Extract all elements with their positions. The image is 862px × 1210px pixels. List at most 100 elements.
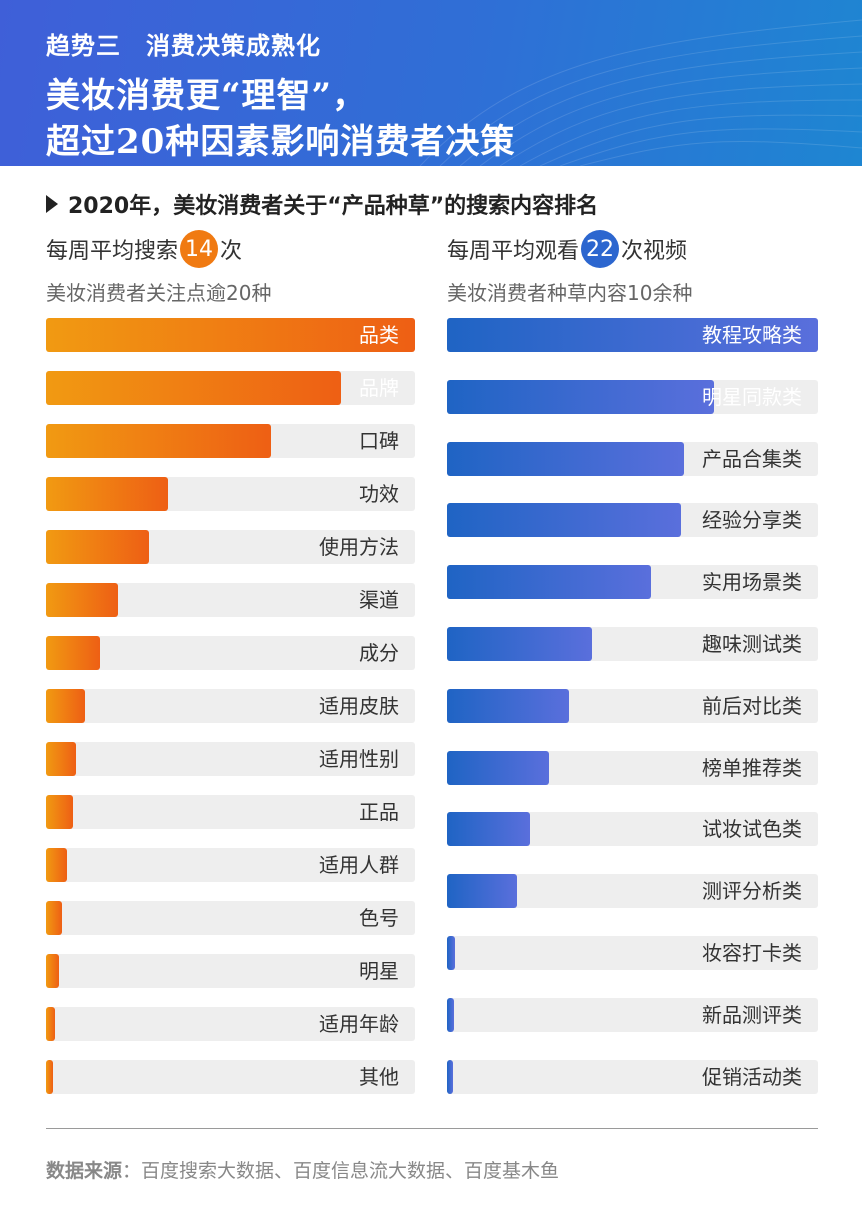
video-type-bar-row: 明星同款类 (447, 379, 818, 414)
video-type-bar-label: 明星同款类 (702, 384, 802, 409)
video-type-bar-track (447, 936, 818, 970)
right-column-heading: 每周平均观看 22 次视频 (447, 230, 687, 268)
triangle-marker-icon (46, 195, 58, 213)
search-factor-bar-label: 适用人群 (319, 853, 399, 877)
search-factor-bar (46, 901, 62, 935)
video-type-bar-row: 促销活动类 (447, 1059, 818, 1094)
video-type-bar-row: 榜单推荐类 (447, 750, 818, 785)
search-factor-bar (46, 1007, 56, 1041)
section-title: 2020年，美妆消费者关于“产品种草”的搜索内容排名 (46, 188, 598, 220)
video-type-bar (447, 874, 517, 909)
search-factor-bar (46, 795, 73, 829)
video-type-bar-track (447, 997, 818, 1032)
search-factor-bar-row: 适用性别 (46, 742, 415, 776)
search-factor-bar-track (46, 954, 415, 988)
video-type-bar (447, 936, 456, 970)
video-type-bar-label: 榜单推荐类 (702, 755, 802, 780)
wave-pattern-decoration (419, 19, 862, 166)
search-factor-bar-label: 明星 (359, 959, 399, 983)
video-type-bar-row: 趣味测试类 (447, 627, 818, 661)
video-type-bar-label: 教程攻略类 (702, 323, 802, 347)
footer-divider (46, 1128, 818, 1129)
search-factor-bar-track (46, 1060, 415, 1094)
search-factor-bar-label: 色号 (359, 906, 399, 930)
left-heading-badge: 14 (180, 230, 219, 268)
video-type-bar-track (447, 1059, 818, 1094)
video-type-bar-label: 新品测评类 (702, 1002, 802, 1027)
search-factor-bar (46, 371, 342, 405)
trend-label: 趋势三 消费决策成熟化 (46, 31, 321, 60)
search-factor-bar-row: 品牌 (46, 371, 415, 405)
search-factor-bar-label: 使用方法 (319, 535, 399, 559)
search-factor-bar-row: 渠道 (46, 583, 415, 617)
video-type-bar (447, 997, 455, 1032)
video-type-bar-label: 试妆试色类 (702, 817, 802, 842)
search-factor-bar-label: 正品 (359, 800, 399, 824)
video-type-bar-label: 产品合集类 (702, 446, 802, 471)
search-factor-bar-row: 成分 (46, 636, 415, 670)
video-type-bar (447, 565, 652, 600)
video-type-bar (447, 812, 531, 847)
search-factor-bar-track (46, 901, 415, 935)
search-factor-bar-label: 渠道 (359, 588, 399, 612)
video-type-bar (447, 750, 550, 785)
search-factor-bar-label: 适用皮肤 (319, 694, 399, 718)
search-factor-bar-row: 色号 (46, 901, 415, 935)
search-factor-bar-track (46, 636, 415, 670)
header-banner: 趋势三 消费决策成熟化 美妆消费更“理智”， 超过20种因素影响消费者决策 (0, 0, 862, 166)
search-factor-bar-label: 成分 (359, 641, 399, 665)
search-factor-bar-label: 适用年龄 (319, 1012, 399, 1036)
search-factor-bar-row: 正品 (46, 795, 415, 829)
search-factor-bar-label: 适用性别 (319, 747, 399, 771)
search-factor-bar-row: 适用年龄 (46, 1007, 415, 1041)
search-factor-bar-row: 适用人群 (46, 848, 415, 882)
video-type-bar-label: 经验分享类 (702, 508, 802, 533)
video-type-bar-row: 教程攻略类 (447, 318, 818, 352)
section-title-text: 2020年，美妆消费者关于“产品种草”的搜索内容排名 (68, 194, 599, 219)
left-column-subtitle: 美妆消费者关注点逾20种 (46, 281, 272, 305)
search-factor-bar-track (46, 689, 415, 723)
search-factor-bar (46, 477, 168, 511)
search-factor-bar (46, 954, 59, 988)
left-heading-suffix: 次 (220, 239, 243, 264)
source-label: 数据来源 (46, 1160, 123, 1182)
video-type-bar (447, 318, 818, 352)
search-factor-bar (46, 318, 415, 352)
search-factor-bar-label: 品牌 (359, 376, 399, 400)
video-type-bar (447, 627, 592, 661)
search-factor-bar-label: 其他 (359, 1065, 399, 1089)
video-type-bar-row: 新品测评类 (447, 997, 818, 1032)
video-type-bar-row: 妆容打卡类 (447, 936, 818, 970)
video-type-bar (447, 1059, 453, 1094)
search-factor-bar (46, 530, 150, 564)
video-type-bar-row: 实用场景类 (447, 565, 818, 600)
search-factor-bar-row: 适用皮肤 (46, 689, 415, 723)
search-factor-bar-label: 功效 (359, 482, 399, 506)
search-factor-bar-label: 品类 (359, 323, 399, 347)
search-factor-bar-track (46, 1007, 415, 1041)
right-heading-badge: 22 (581, 230, 620, 268)
video-type-bar-row: 测评分析类 (447, 874, 818, 909)
search-factor-bar-label: 口碑 (359, 429, 399, 453)
video-type-bar-row: 经验分享类 (447, 503, 818, 538)
source-note: 数据来源：百度搜索大数据、百度信息流大数据、百度基木鱼 (46, 1156, 559, 1183)
search-factor-bar-row: 品类 (46, 318, 415, 352)
search-factor-bar (46, 636, 100, 670)
right-heading-suffix: 次视频 (621, 239, 688, 264)
left-column-heading: 每周平均搜索 14 次 (46, 230, 242, 268)
search-factor-bar-row: 口碑 (46, 424, 415, 458)
video-type-bar-label: 妆容打卡类 (702, 941, 802, 965)
video-type-bar-row: 试妆试色类 (447, 812, 818, 847)
search-factor-bar-row: 功效 (46, 477, 415, 511)
search-factor-bar (46, 848, 67, 882)
headline-line-2: 超过20种因素影响消费者决策 (46, 122, 516, 162)
video-type-bar (447, 441, 685, 476)
video-type-bar (447, 379, 715, 414)
video-type-bar-label: 促销活动类 (702, 1064, 802, 1089)
search-factor-bar-row: 其他 (46, 1060, 415, 1094)
headline-line-1: 美妆消费更“理智”， (46, 76, 368, 116)
video-type-bar-label: 实用场景类 (702, 570, 802, 595)
search-factor-bar (46, 424, 272, 458)
left-heading-prefix: 每周平均搜索 (46, 239, 179, 264)
video-type-bar-label: 前后对比类 (702, 693, 802, 718)
